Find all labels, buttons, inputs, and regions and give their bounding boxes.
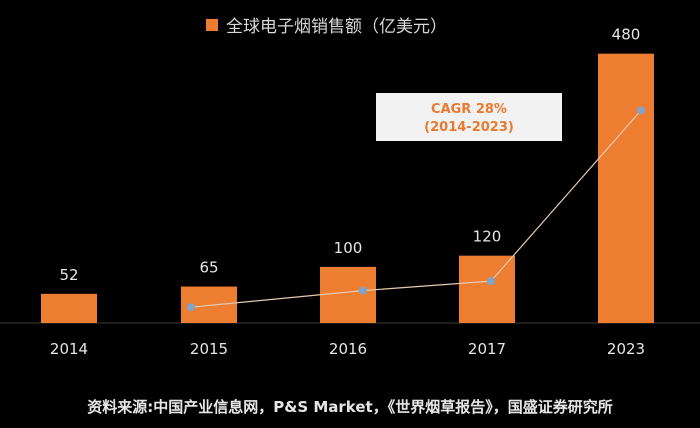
trend-point-2017: [487, 277, 495, 286]
x-tick-2014: 2014: [50, 340, 88, 358]
bar-2014: [41, 293, 97, 323]
x-tick-labels: 2014 2015 2016 2017 2023: [50, 340, 645, 358]
cagr-annotation: CAGR 28% (2014-2023): [376, 93, 562, 141]
legend-label: 全球电子烟销售额（亿美元）: [226, 17, 447, 37]
x-tick-2023: 2023: [607, 340, 645, 358]
trend-point-2023: [637, 106, 645, 115]
bar-2017: [459, 255, 515, 323]
legend-swatch: [206, 19, 218, 31]
x-tick-2016: 2016: [329, 340, 367, 358]
bars: [41, 53, 654, 324]
value-label-2016: 100: [334, 239, 363, 257]
trend-polyline: [190, 110, 642, 308]
cagr-box: [376, 93, 562, 141]
legend: 全球电子烟销售额（亿美元）: [206, 17, 447, 37]
trend-point-2015: [187, 303, 195, 312]
value-labels: 52 65 100 120 480: [59, 26, 640, 284]
value-label-2014: 52: [59, 266, 78, 284]
value-label-2017: 120: [473, 228, 502, 246]
x-tick-2015: 2015: [190, 340, 228, 358]
source-note: 资料来源:中国产业信息网，P&S Market，《世界烟草报告》，国盛证券研究所: [87, 398, 613, 416]
trend-line: [187, 106, 645, 312]
trend-point-2016: [359, 286, 367, 295]
cagr-period: (2014-2023): [424, 120, 514, 135]
chart: 全球电子烟销售额（亿美元） 52 65 100 120 480 2014 2015 2016…: [0, 17, 700, 358]
x-tick-2017: 2017: [468, 340, 506, 358]
cagr-value: CAGR 28%: [431, 102, 507, 117]
value-label-2023: 480: [612, 26, 641, 44]
value-label-2015: 65: [199, 259, 218, 277]
bar-2023: [598, 53, 654, 324]
bar-2016: [320, 266, 376, 323]
